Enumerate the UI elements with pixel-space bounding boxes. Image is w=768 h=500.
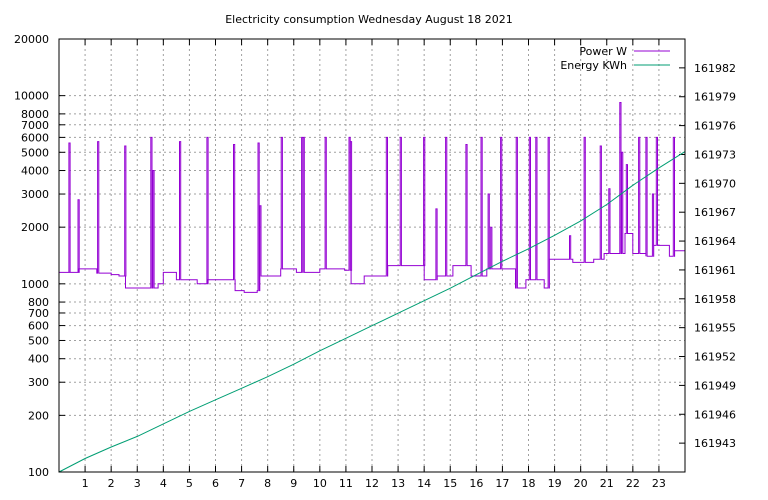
- legend: Power W Energy KWh: [560, 45, 670, 72]
- plot-frame: [58, 38, 686, 473]
- y2-tick-label: 161958: [694, 293, 736, 306]
- x-axis: 1 2 3 4 5 6 7 8 9 10 11 12 13 14 15 16 17 18 19 20 21 22 23: [82, 39, 666, 490]
- y-tick-label: 2000: [21, 221, 49, 234]
- x-tick-label: 16: [469, 477, 483, 490]
- grid: [59, 39, 685, 472]
- x-tick-label: 22: [626, 477, 640, 490]
- y2-tick-label: 161973: [694, 148, 736, 161]
- x-tick-label: 1: [82, 477, 89, 490]
- energy-series-line: [58, 151, 686, 473]
- y-tick-label: 300: [28, 376, 49, 389]
- y-tick-label: 400: [28, 353, 49, 366]
- y2-tick-label: 161952: [694, 351, 736, 364]
- legend-label-power: Power W: [579, 45, 627, 58]
- y2-tick-label: 161979: [694, 91, 736, 104]
- x-tick-label: 2: [108, 477, 115, 490]
- y-tick-label: 100: [28, 466, 49, 479]
- y-tick-label: 7000: [21, 119, 49, 132]
- x-tick-label: 19: [548, 477, 562, 490]
- chart-title: Electricity consumption Wednesday August…: [225, 13, 513, 26]
- x-tick-label: 20: [574, 477, 588, 490]
- x-tick-label: 15: [443, 477, 457, 490]
- series-layer: [58, 102, 686, 473]
- x-tick-label: 9: [290, 477, 297, 490]
- y2-tick-label: 161961: [694, 264, 736, 277]
- y2-tick-label: 161967: [694, 206, 736, 219]
- y-tick-label: 800: [28, 296, 49, 309]
- x-tick-label: 14: [417, 477, 431, 490]
- y-tick-label: 5000: [21, 146, 49, 159]
- y2-tick-label: 161949: [694, 379, 736, 392]
- x-tick-label: 18: [522, 477, 536, 490]
- y-tick-label: 6000: [21, 131, 49, 144]
- x-tick-label: 21: [600, 477, 614, 490]
- x-tick-label: 17: [495, 477, 509, 490]
- y-tick-label: 600: [28, 320, 49, 333]
- y2-tick-label: 161976: [694, 120, 736, 133]
- right-axis: 161943 161946 161949 161952 161955 161958 1619…: [679, 62, 736, 450]
- y-tick-label: 700: [28, 307, 49, 320]
- y-tick-label: 1000: [21, 278, 49, 291]
- x-tick-label: 13: [391, 477, 405, 490]
- x-tick-label: 8: [264, 477, 271, 490]
- y-tick-label: 500: [28, 334, 49, 347]
- y-tick-label: 4000: [21, 165, 49, 178]
- y2-tick-label: 161970: [694, 177, 736, 190]
- x-tick-label: 3: [134, 477, 141, 490]
- y-tick-label: 20000: [14, 33, 49, 46]
- y2-tick-label: 161946: [694, 408, 736, 421]
- y-tick-label: 3000: [21, 188, 49, 201]
- x-tick-label: 23: [652, 477, 666, 490]
- y2-tick-label: 161982: [694, 62, 736, 75]
- y2-tick-label: 161955: [694, 322, 736, 335]
- x-tick-label: 6: [212, 477, 219, 490]
- legend-label-energy: Energy KWh: [560, 59, 627, 72]
- x-tick-label: 12: [365, 477, 379, 490]
- y-tick-label: 10000: [14, 90, 49, 103]
- y2-tick-label: 161964: [694, 235, 736, 248]
- y-tick-label: 200: [28, 409, 49, 422]
- x-tick-label: 10: [313, 477, 327, 490]
- y-tick-label: 8000: [21, 108, 49, 121]
- x-tick-label: 5: [186, 477, 193, 490]
- y2-tick-label: 161943: [694, 437, 736, 450]
- power-series-line: [59, 102, 685, 293]
- x-tick-label: 4: [160, 477, 167, 490]
- x-tick-label: 7: [238, 477, 245, 490]
- x-tick-label: 11: [339, 477, 353, 490]
